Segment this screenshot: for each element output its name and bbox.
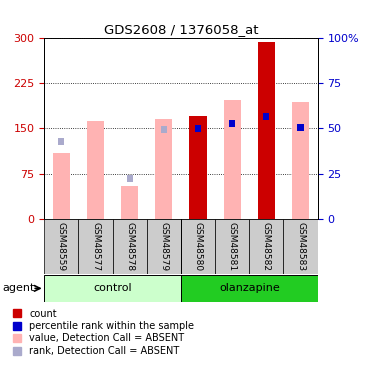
Bar <box>161 126 167 133</box>
FancyBboxPatch shape <box>113 219 147 274</box>
Bar <box>224 100 241 219</box>
Bar <box>127 174 133 182</box>
FancyBboxPatch shape <box>79 219 113 274</box>
Bar <box>263 112 270 120</box>
FancyBboxPatch shape <box>181 275 318 302</box>
Bar <box>298 124 304 131</box>
FancyBboxPatch shape <box>283 219 318 274</box>
Bar <box>195 125 201 132</box>
Bar <box>229 120 235 127</box>
Bar <box>292 102 309 219</box>
Bar <box>121 186 138 219</box>
Text: GSM48583: GSM48583 <box>296 222 305 271</box>
Title: GDS2608 / 1376058_at: GDS2608 / 1376058_at <box>104 23 258 36</box>
Text: control: control <box>93 284 132 293</box>
Text: agent: agent <box>2 283 34 293</box>
Text: GSM48582: GSM48582 <box>262 222 271 271</box>
Bar <box>189 116 207 219</box>
FancyBboxPatch shape <box>44 219 79 274</box>
Bar <box>53 153 70 219</box>
FancyBboxPatch shape <box>44 275 181 302</box>
Text: GSM48581: GSM48581 <box>228 222 237 271</box>
Bar <box>258 42 275 219</box>
Text: GSM48578: GSM48578 <box>125 222 134 271</box>
Text: GSM48559: GSM48559 <box>57 222 66 271</box>
Bar <box>87 120 104 219</box>
FancyBboxPatch shape <box>249 219 283 274</box>
Bar <box>155 119 172 219</box>
Bar <box>58 138 64 146</box>
FancyBboxPatch shape <box>181 219 215 274</box>
Text: GSM48579: GSM48579 <box>159 222 168 271</box>
FancyBboxPatch shape <box>215 219 249 274</box>
Text: olanzapine: olanzapine <box>219 284 280 293</box>
Text: GSM48577: GSM48577 <box>91 222 100 271</box>
Text: GSM48580: GSM48580 <box>194 222 203 271</box>
FancyBboxPatch shape <box>147 219 181 274</box>
Legend: count, percentile rank within the sample, value, Detection Call = ABSENT, rank, : count, percentile rank within the sample… <box>13 309 194 356</box>
